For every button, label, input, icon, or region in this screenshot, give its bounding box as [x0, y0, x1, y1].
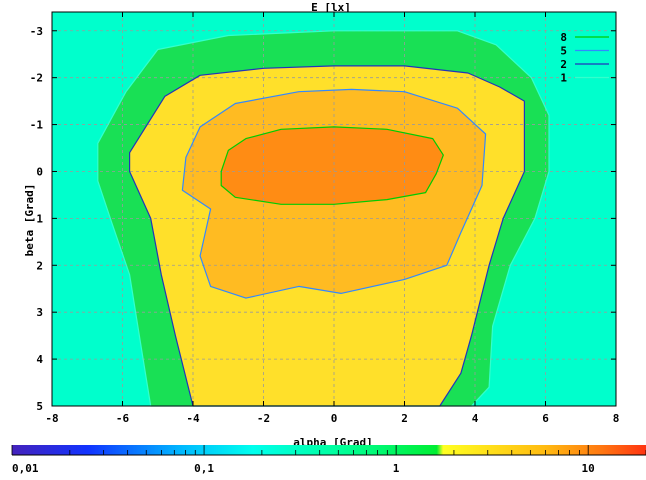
colorbar-tick-label: 0,01 — [12, 462, 39, 475]
x-tick-label: 8 — [613, 412, 620, 425]
x-tick-label: -6 — [116, 412, 130, 425]
colorbar-tick-label: 1 — [393, 462, 400, 475]
heatmap-layers — [52, 12, 616, 407]
legend-label-8: 8 — [560, 31, 567, 44]
x-tick-label: 6 — [542, 412, 549, 425]
contours — [97, 30, 550, 407]
x-tick-label: -2 — [257, 412, 270, 425]
y-tick-label: 5 — [36, 400, 43, 413]
band-fill-8 — [221, 126, 444, 205]
y-tick-label: 4 — [36, 353, 43, 366]
y-tick-label: -2 — [30, 72, 43, 85]
y-tick-label: -3 — [30, 25, 43, 38]
x-tick-label: 2 — [401, 412, 408, 425]
y-tick-label: 2 — [36, 259, 43, 272]
x-tick-label: -4 — [186, 412, 200, 425]
y-tick-label: 1 — [36, 212, 43, 225]
y-tick-label: -1 — [30, 119, 44, 132]
legend-label-5: 5 — [560, 45, 567, 58]
colorbar-gradient — [12, 445, 646, 455]
colorbar: 0,01 0,1 1 10 — [11, 445, 646, 475]
contour-line-8 — [220, 126, 444, 205]
legend-label-2: 2 — [560, 58, 567, 71]
chart-title: E [lx] — [311, 1, 351, 14]
y-tick-label: 0 — [36, 165, 43, 178]
contour-line-2 — [129, 65, 526, 407]
legend-label-1: 1 — [560, 72, 567, 85]
x-tick-label: 4 — [472, 412, 479, 425]
y-tick-label: 3 — [36, 306, 43, 319]
colorbar-tick-label: 0,1 — [194, 462, 214, 475]
x-tick-label: 0 — [331, 412, 338, 425]
contour-line-5 — [181, 88, 487, 299]
contour-line-1 — [97, 30, 550, 407]
x-tick-label: -8 — [45, 412, 58, 425]
colorbar-tick-label: 10 — [582, 462, 595, 475]
y-axis-label: beta [Grad] — [23, 184, 36, 257]
